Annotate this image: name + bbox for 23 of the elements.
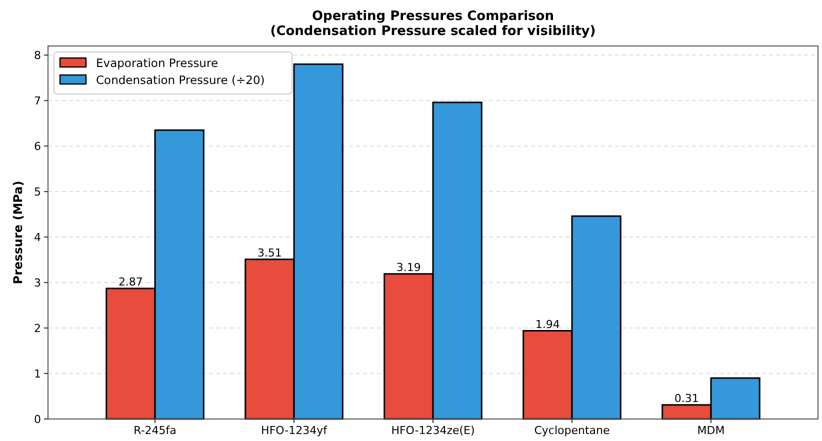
y-tick-label: 1 <box>34 368 41 381</box>
y-tick-label: 8 <box>34 49 41 62</box>
x-tick-label: HFO-1234ze(E) <box>391 424 475 437</box>
y-tick-label: 3 <box>34 276 41 290</box>
y-tick-label: 0 <box>34 413 41 426</box>
data-label: 3.19 <box>396 260 421 274</box>
data-label: 1.94 <box>535 318 560 331</box>
data-label: 2.87 <box>118 275 143 288</box>
legend-label: Evaporation Pressure <box>96 56 218 70</box>
x-tick-label: R-245fa <box>134 424 176 437</box>
legend-label: Condensation Pressure (÷20) <box>96 73 265 87</box>
x-tick-label: Cyclopentane <box>534 424 610 437</box>
y-tick-label: 5 <box>34 186 41 199</box>
y-tick-label: 2 <box>34 322 41 336</box>
chart-title: Operating Pressures Comparison (Condensation Pressure scaled for visibility) <box>270 9 596 39</box>
x-tick-label: MDM <box>697 424 725 437</box>
y-tick-label: 6 <box>34 140 41 154</box>
data-label: 0.31 <box>674 392 699 405</box>
y-axis-title: Pressure (MPa) <box>11 180 25 284</box>
y-tick-label: 4 <box>34 231 41 244</box>
y-tick-label: 7 <box>34 94 41 108</box>
data-label: 3.51 <box>257 246 282 260</box>
x-tick-label: HFO-1234yf <box>261 424 328 437</box>
